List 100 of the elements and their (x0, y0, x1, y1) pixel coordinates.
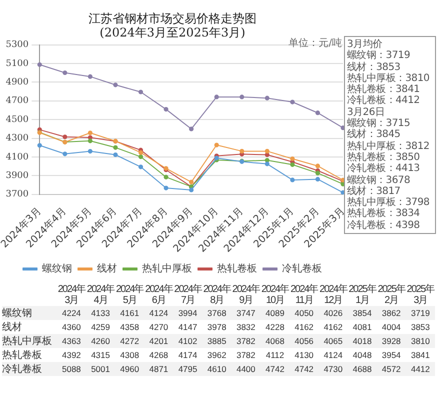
data-label: 4228 (260, 320, 290, 334)
x-tick-label: 2024年6月 (144, 284, 174, 306)
data-label: 4048 (348, 348, 377, 362)
data-label: 4004 (376, 320, 406, 334)
data-label: 4400 (231, 362, 260, 376)
data-label: 4315 (86, 348, 116, 362)
x-tick-label: 2024年10月 (260, 284, 290, 306)
data-label: 4688 (348, 362, 377, 376)
x-tick-label: 2024年7月 (173, 284, 202, 306)
data-label: 4259 (86, 320, 116, 334)
data-label: 4272 (115, 334, 144, 348)
y-tick-label: 螺纹钢 (2, 306, 57, 320)
chart-title: 江苏省钢材市场交易价格走势图 (88, 11, 256, 26)
data-label: 4392 (56, 348, 86, 362)
data-label: 4162 (290, 320, 319, 334)
text: 热轧卷板：3841 (347, 84, 421, 96)
x-tick-label: 2025年1月 (348, 284, 377, 306)
x-tick-label: 2024年4月 (86, 284, 116, 306)
data-label: 4112 (260, 348, 290, 362)
y-tick-label: 4700 (6, 96, 29, 106)
data-label: 4124 (144, 306, 174, 320)
legend-label: 热轧卷板 (217, 262, 257, 275)
data-label: 4174 (173, 348, 202, 362)
data-label: 3885 (202, 334, 232, 348)
data-label: 4363 (56, 334, 86, 348)
data-label: 3862 (376, 306, 406, 320)
data-label: 4133 (86, 306, 116, 320)
data-label: 4871 (144, 362, 174, 376)
text: 热轧中厚板：3812 (347, 140, 430, 152)
y-tick-label: 冷轧卷板 (2, 362, 57, 376)
legend-label: 螺纹钢 (42, 262, 72, 275)
text: 线材：3845 (347, 129, 402, 140)
data-label: 4270 (144, 320, 174, 334)
data-label: 4068 (260, 334, 290, 348)
y-tick-label: 4900 (6, 78, 29, 88)
data-label: 5088 (56, 362, 86, 376)
text: 线材：3817 (347, 186, 402, 197)
data-label: 3810 (406, 334, 435, 348)
data-label: 4572 (376, 362, 406, 376)
y-tick-label: 3700 (6, 190, 29, 200)
data-label: 4730 (318, 362, 348, 376)
x-tick-label: 2025年2月 (376, 284, 406, 306)
data-label: 4742 (260, 362, 290, 376)
data-label: 4050 (290, 306, 319, 320)
data-label: 4161 (115, 306, 144, 320)
y-tick-label: 5300 (6, 40, 29, 50)
y-tick-label: 4100 (6, 152, 29, 162)
chart-subtitle: (2024年3月至2025年3月) (100, 26, 246, 40)
data-label: 4260 (86, 334, 116, 348)
text: 热轧中厚板：3810 (347, 72, 430, 84)
x-tick-label: 2024年9月 (231, 284, 260, 306)
x-tick-label: 2025年3月 (406, 284, 435, 306)
data-label: 4795 (173, 362, 202, 376)
data-label: 4018 (348, 334, 377, 348)
y-tick-label: 4300 (6, 134, 29, 144)
y-tick-label: 热轧中厚板 (2, 334, 57, 348)
y-tick-label: 4500 (6, 114, 29, 125)
data-label: 4960 (115, 362, 144, 376)
data-label: 4089 (260, 306, 290, 320)
x-tick-label: 2024年3月 (56, 284, 86, 306)
legend-label: 线材 (97, 262, 117, 275)
data-label: 4081 (348, 320, 377, 334)
data-label: 4360 (56, 320, 86, 334)
text: 热轧卷板：3850 (347, 152, 421, 163)
data-label: 3928 (376, 334, 406, 348)
data-label: 4358 (115, 320, 144, 334)
text: 3月26日 (347, 106, 386, 118)
data-label: 4412 (406, 362, 435, 376)
data-label: 4268 (144, 348, 174, 362)
data-label: 3978 (202, 320, 232, 334)
text: 热轧中厚板：3798 (347, 197, 430, 208)
data-label: 4130 (290, 348, 319, 362)
data-label: 3853 (406, 320, 435, 334)
data-label: 4610 (202, 362, 232, 376)
text: 冷轧卷板：4413 (347, 163, 421, 174)
data-label: 4056 (290, 334, 319, 348)
data-label: 4147 (173, 320, 202, 334)
data-label: 4065 (318, 334, 348, 348)
legend-label: 冷轧卷板 (282, 262, 322, 275)
data-label: 4201 (144, 334, 174, 348)
data-label: 4308 (115, 348, 144, 362)
y-tick-label: 3900 (6, 171, 29, 182)
text: 线材：3853 (347, 62, 402, 73)
text: 冷轧卷板：4412 (347, 95, 421, 107)
y-tick-label: 线材 (2, 320, 57, 334)
text: 热轧卷板：3834 (347, 208, 421, 220)
annotation: 单位：元/吨 (288, 36, 342, 50)
x-tick-label: 2024年8月 (202, 284, 232, 306)
data-label: 3954 (376, 348, 406, 362)
data-label: 4124 (318, 348, 348, 362)
legend-label: 热轧中厚板 (142, 262, 192, 275)
y-tick-label: 热轧卷板 (2, 348, 57, 362)
data-label: 3768 (202, 306, 232, 320)
data-label: 4162 (318, 320, 348, 334)
data-label: 3747 (231, 306, 260, 320)
data-label: 4102 (173, 334, 202, 348)
data-label: 4224 (56, 306, 86, 320)
data-label: 3782 (231, 348, 260, 362)
text: 3月均价 (347, 39, 384, 50)
text: 螺纹钢：3719 (347, 50, 412, 62)
